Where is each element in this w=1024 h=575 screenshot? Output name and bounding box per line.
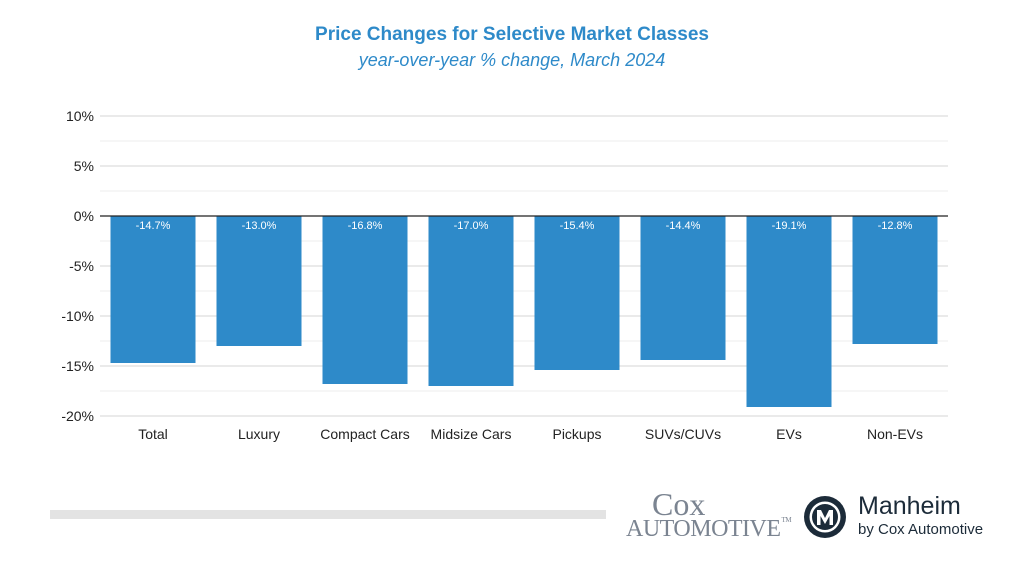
manheim-logo-name: Manheim — [858, 492, 961, 520]
data-label: -17.0% — [454, 220, 489, 232]
x-tick-label: Pickups — [552, 426, 601, 442]
chart-subtitle: year-over-year % change, March 2024 — [358, 50, 666, 70]
y-tick-label: 5% — [74, 158, 94, 174]
cox-logo-tm: TM — [781, 516, 792, 524]
bar — [216, 216, 302, 346]
x-tick-label: Luxury — [238, 426, 280, 442]
cox-logo-subword: AutomotiveTM — [626, 516, 792, 543]
bar — [110, 216, 196, 363]
data-label: -15.4% — [560, 220, 595, 232]
data-label: -13.0% — [242, 220, 277, 232]
y-tick-label: -15% — [61, 358, 94, 374]
x-tick-label: EVs — [776, 426, 802, 442]
y-tick-label: -20% — [61, 408, 94, 424]
x-tick-label: Midsize Cars — [431, 426, 512, 442]
footer-divider-bar — [50, 510, 606, 519]
bar — [428, 216, 514, 386]
cox-logo-automotive: Automotive — [626, 516, 781, 542]
data-label: -14.4% — [666, 220, 701, 232]
data-label: -16.8% — [348, 220, 383, 232]
bar — [746, 216, 832, 407]
y-tick-label: -5% — [69, 258, 94, 274]
bar — [534, 216, 620, 370]
x-tick-label: Compact Cars — [320, 426, 409, 442]
y-tick-label: 10% — [66, 108, 94, 124]
manheim-logo-tagline: by Cox Automotive — [858, 521, 984, 538]
data-label: -19.1% — [772, 220, 807, 232]
y-tick-label: 0% — [74, 208, 94, 224]
x-tick-label: Non-EVs — [867, 426, 923, 442]
bar-chart: 10% 5% 0% -5% -10% -15% -20% -14.7% Total -13.0% L… — [61, 108, 948, 442]
chart-title: Price Changes for Selective Market Class… — [315, 24, 709, 45]
bar — [640, 216, 726, 360]
manheim-logo-icon — [804, 496, 846, 538]
y-tick-label: -10% — [61, 308, 94, 324]
bar — [852, 216, 938, 344]
x-tick-label: Total — [138, 426, 168, 442]
bar — [322, 216, 408, 384]
cox-automotive-logo: Cox AutomotiveTM — [622, 486, 792, 546]
data-label: -14.7% — [136, 220, 171, 232]
cox-logo-word: Cox — [652, 486, 706, 522]
data-label: -12.8% — [878, 220, 913, 232]
x-tick-label: SUVs/CUVs — [645, 426, 721, 442]
